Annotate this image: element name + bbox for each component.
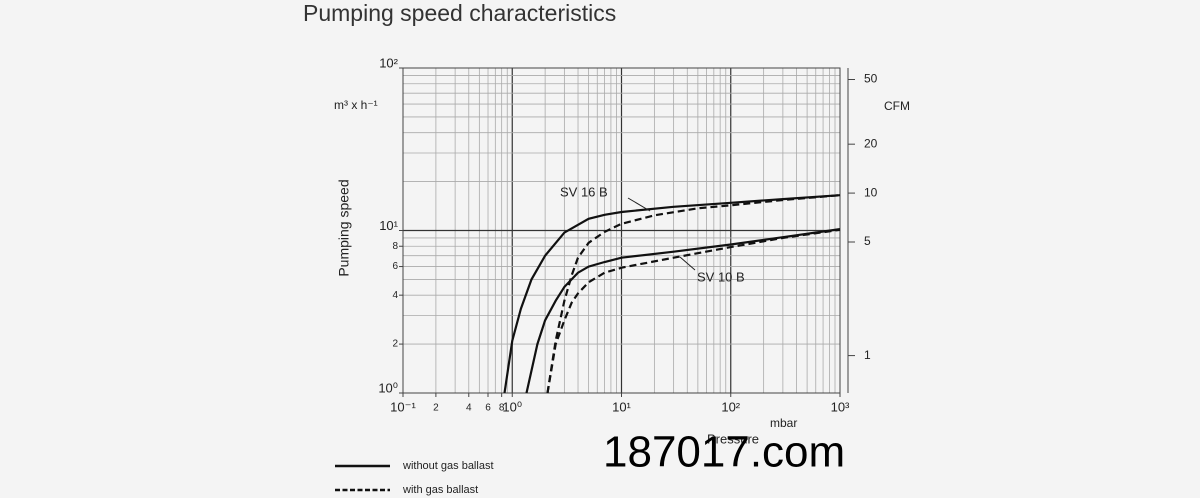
series-line bbox=[546, 194, 841, 394]
y-tick-label: 10¹ bbox=[379, 218, 398, 233]
y2-tick-label: 5 bbox=[864, 234, 871, 248]
annotation-leader bbox=[627, 197, 651, 212]
x-tick-label: 10⁻¹ bbox=[390, 399, 416, 414]
y-tick-label: 8 bbox=[392, 241, 398, 252]
annotation: SV 16 B bbox=[560, 184, 608, 199]
y2-tick-label: 50 bbox=[864, 72, 878, 86]
y2-tick-label: 20 bbox=[864, 136, 878, 150]
y-axis-label: Pumping speed bbox=[336, 179, 352, 276]
y-tick-label: 6 bbox=[392, 261, 398, 272]
chart-title: Pumping speed characteristics bbox=[303, 0, 616, 26]
x-tick-label: 10¹ bbox=[612, 399, 631, 414]
y-tick-label: 4 bbox=[392, 290, 398, 301]
annotation: SV 10 B bbox=[697, 269, 745, 284]
x-tick-label: 4 bbox=[466, 403, 472, 414]
x-unit: mbar bbox=[770, 416, 797, 430]
x-tick-label: 6 bbox=[485, 403, 491, 414]
y-tick-label: 2 bbox=[392, 339, 398, 350]
y2-tick-label: 1 bbox=[864, 348, 871, 362]
x-tick-label: 2 bbox=[433, 403, 439, 414]
y-tick-label: 10⁰ bbox=[378, 380, 398, 395]
series-line bbox=[546, 228, 841, 394]
x-axis-label: Pressure bbox=[707, 431, 759, 446]
annotation-leader bbox=[679, 256, 696, 271]
x-tick-label: 10² bbox=[721, 399, 740, 414]
legend-label: without gas ballast bbox=[402, 460, 494, 472]
watermark: 187017.com bbox=[603, 428, 845, 477]
x-tick-label: 10³ bbox=[831, 399, 850, 414]
y-unit: m³ x h⁻¹ bbox=[334, 98, 378, 112]
y2-tick-label: 10 bbox=[864, 185, 878, 199]
series-line bbox=[503, 194, 841, 394]
x-tick-label: 10⁰ bbox=[502, 399, 522, 414]
series-line bbox=[525, 228, 841, 394]
legend-label: with gas ballast bbox=[402, 484, 478, 496]
x-tick-label: 8 bbox=[499, 403, 505, 414]
y-tick-label: 10² bbox=[379, 55, 398, 70]
y2-unit: CFM bbox=[884, 99, 910, 113]
